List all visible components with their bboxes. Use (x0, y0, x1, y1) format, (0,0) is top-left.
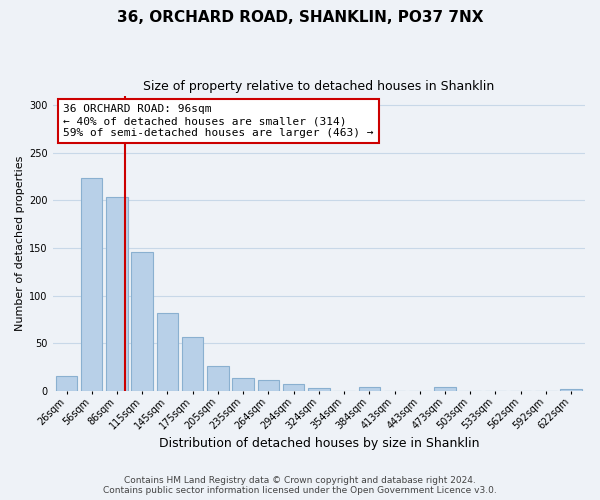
Bar (207, 366, 229, 391)
X-axis label: Distribution of detached houses by size in Shanklin: Distribution of detached houses by size … (158, 437, 479, 450)
Bar (81, 178, 103, 391)
Y-axis label: Number of detached properties: Number of detached properties (15, 156, 25, 331)
Bar (283, 384, 304, 391)
Bar (434, 387, 455, 391)
Text: Contains HM Land Registry data © Crown copyright and database right 2024.
Contai: Contains HM Land Registry data © Crown c… (103, 476, 497, 495)
Bar (560, 389, 582, 391)
Bar (56, 376, 77, 391)
Bar (106, 196, 128, 391)
Bar (182, 336, 203, 391)
Bar (257, 380, 279, 391)
Bar (157, 313, 178, 391)
Title: Size of property relative to detached houses in Shanklin: Size of property relative to detached ho… (143, 80, 494, 93)
Text: 36, ORCHARD ROAD, SHANKLIN, PO37 7NX: 36, ORCHARD ROAD, SHANKLIN, PO37 7NX (117, 10, 483, 25)
Bar (131, 252, 153, 391)
Text: 36 ORCHARD ROAD: 96sqm
← 40% of detached houses are smaller (314)
59% of semi-de: 36 ORCHARD ROAD: 96sqm ← 40% of detached… (63, 104, 374, 138)
Bar (232, 378, 254, 391)
Bar (308, 388, 329, 391)
Bar (359, 387, 380, 391)
